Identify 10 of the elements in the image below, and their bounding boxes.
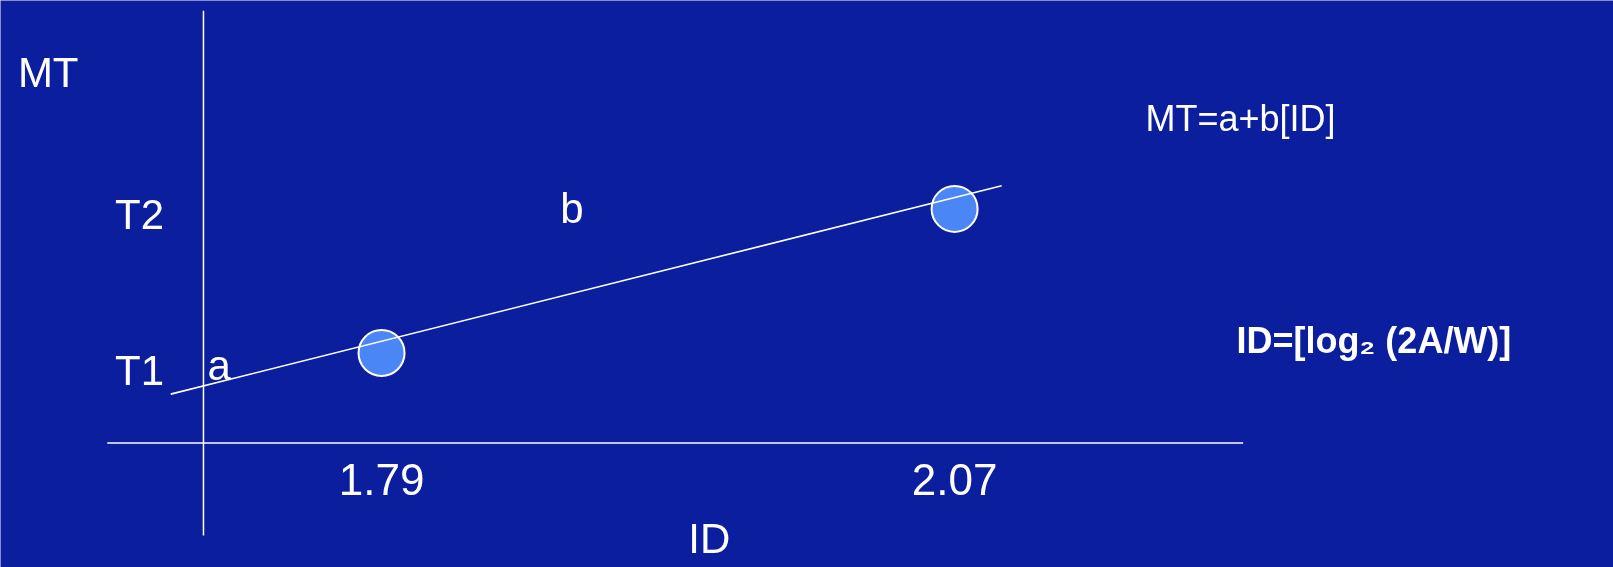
annotation: T1 [115,347,165,395]
x-tick-label: 1.79 [338,454,425,504]
annotation: a [207,341,232,389]
x-axis-title: ID [688,514,731,562]
annotation: b [560,185,584,233]
x-tick-label: 2.07 [911,454,998,504]
annotation: ID=[log₂ (2A/W)] [1236,319,1512,361]
text: MT=a+b[ID] [1145,98,1336,140]
annotation: T2 [115,190,165,238]
y-axis-title: MT [17,49,79,97]
